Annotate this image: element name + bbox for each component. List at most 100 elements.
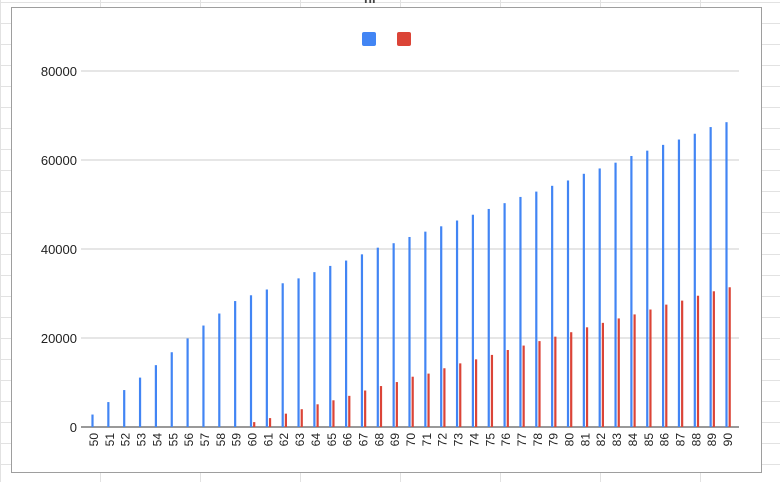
- bars: [91, 122, 731, 428]
- chart-svg: 0 20000 40000 60000 80000 50 51 52 53 54 55 56 57 58…: [41, 32, 739, 447]
- bar-series1-78: [535, 191, 538, 427]
- x-tick-label: 85: [642, 433, 656, 447]
- y-tick-label: 0: [70, 420, 77, 435]
- bar-series1-82: [598, 168, 601, 427]
- bar-series1-56: [186, 338, 189, 427]
- x-tick-label: 86: [658, 433, 672, 447]
- bar-series1-83: [614, 162, 617, 428]
- bar-series2-73: [459, 363, 462, 427]
- bar-series1-80: [566, 180, 570, 427]
- x-tick-label: 74: [467, 433, 481, 447]
- x-tick-label: 70: [404, 433, 418, 447]
- bar-series1-74: [471, 214, 474, 427]
- x-tick-label: 66: [341, 433, 355, 447]
- bar-series1-68: [376, 247, 379, 427]
- x-tick-label: 80: [563, 433, 577, 447]
- bar-series2-63: [300, 409, 303, 427]
- x-tick-label: 82: [594, 433, 608, 447]
- y-tick-label: 60000: [41, 153, 77, 168]
- x-tick-label: 60: [246, 433, 260, 447]
- x-tick-label: 76: [499, 433, 513, 447]
- x-tick-label: 59: [230, 433, 244, 447]
- x-tick-label: 83: [610, 433, 624, 447]
- y-tick-label: 40000: [41, 242, 77, 257]
- x-tick-label: 88: [689, 433, 703, 447]
- bar-series1-57: [202, 325, 205, 427]
- bar-series2-61: [268, 418, 272, 427]
- x-tick-label: 72: [436, 433, 450, 447]
- bar-series1-65: [329, 265, 332, 427]
- bar-series2-87: [681, 300, 684, 427]
- x-tick-label: 78: [531, 433, 545, 447]
- bar-series2-79: [554, 336, 557, 427]
- bar-series1-62: [281, 283, 284, 427]
- x-tick-label: 84: [626, 433, 640, 447]
- bar-series1-73: [455, 220, 459, 427]
- bar-series1-61: [265, 289, 268, 427]
- bar-series2-88: [696, 295, 700, 427]
- bar-series1-70: [408, 236, 411, 427]
- bar-series1-69: [392, 243, 395, 427]
- bar-series1-71: [424, 231, 427, 427]
- x-tick-label: 55: [166, 433, 180, 447]
- legend-swatch-series1[interactable]: [362, 32, 376, 46]
- bar-series1-64: [313, 272, 316, 427]
- bar-series2-78: [538, 341, 541, 427]
- x-tick-label: 69: [388, 433, 402, 447]
- bar-series2-74: [475, 359, 478, 427]
- bar-series1-58: [218, 313, 221, 427]
- x-tick-label: 58: [214, 433, 228, 447]
- x-tick-label: 62: [277, 433, 291, 447]
- bar-series1-67: [360, 254, 364, 427]
- y-axis-labels: 0 20000 40000 60000 80000: [41, 64, 77, 435]
- x-tick-label: 53: [135, 433, 149, 447]
- bar-series2-72: [443, 368, 446, 427]
- bar-series1-53: [138, 377, 142, 427]
- bar-series2-83: [617, 318, 620, 427]
- x-tick-label: 57: [198, 433, 212, 447]
- x-tick-label: 73: [452, 433, 466, 447]
- bar-series2-66: [348, 395, 351, 427]
- bar-series1-90: [725, 122, 728, 428]
- bar-series1-59: [234, 301, 237, 427]
- bar-series2-90: [728, 287, 731, 427]
- bar-series1-89: [709, 127, 712, 427]
- bar-series2-69: [395, 382, 398, 427]
- x-tick-label: 75: [483, 433, 497, 447]
- sheet-header: nr: [0, 0, 780, 7]
- bar-series2-86: [665, 304, 668, 427]
- x-tick-label: 77: [515, 433, 529, 447]
- legend: [362, 32, 411, 46]
- bar-series1-63: [297, 278, 300, 427]
- header-text: nr: [364, 0, 377, 6]
- bar-series2-80: [570, 332, 573, 427]
- bar-series2-75: [490, 354, 494, 427]
- bar-series1-81: [582, 173, 585, 427]
- y-tick-label: 80000: [41, 64, 77, 79]
- bar-series1-79: [551, 185, 554, 427]
- x-tick-label: 81: [578, 433, 592, 447]
- x-tick-label: 68: [372, 433, 386, 447]
- x-tick-label: 61: [261, 433, 275, 447]
- bar-series1-76: [503, 203, 506, 427]
- bar-series1-52: [123, 390, 126, 427]
- bar-series1-86: [662, 144, 665, 427]
- bar-series2-68: [379, 386, 383, 427]
- x-tick-label: 90: [721, 433, 735, 447]
- x-tick-label: 65: [325, 433, 339, 447]
- bar-series1-54: [154, 365, 157, 427]
- chart-container[interactable]: 0 20000 40000 60000 80000 50 51 52 53 54 55 56 57 58…: [11, 7, 762, 473]
- x-tick-label: 63: [293, 433, 307, 447]
- bar-series2-67: [364, 390, 367, 427]
- bar-series2-62: [284, 413, 287, 427]
- bar-series2-76: [506, 350, 509, 427]
- x-tick-label: 64: [309, 433, 323, 447]
- x-tick-label: 79: [547, 433, 561, 447]
- bar-series2-81: [585, 327, 589, 427]
- legend-swatch-series2[interactable]: [397, 32, 411, 46]
- x-tick-label: 56: [182, 433, 196, 447]
- x-tick-label: 67: [356, 433, 370, 447]
- bar-series1-60: [249, 295, 253, 427]
- bar-series1-55: [170, 352, 173, 427]
- bar-series2-84: [633, 314, 636, 427]
